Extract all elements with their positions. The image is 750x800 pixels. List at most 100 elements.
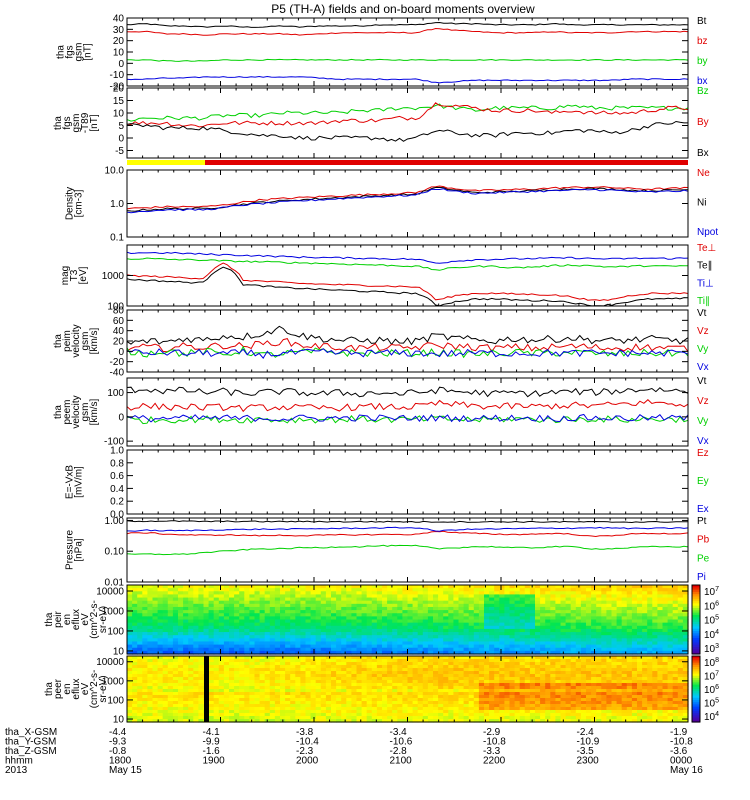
heat-cell — [494, 671, 500, 675]
y-tick-label: -40 — [110, 368, 125, 379]
heat-cell — [570, 600, 577, 605]
heat-cell — [244, 671, 250, 675]
heat-cell — [147, 707, 154, 711]
heat-cell — [412, 616, 419, 621]
heat-cell — [172, 716, 179, 720]
heat-cell — [361, 719, 368, 723]
heat-cell — [234, 671, 240, 675]
heat-cell — [361, 710, 368, 714]
heat-cell — [300, 713, 307, 717]
heat-cell — [550, 603, 556, 608]
heat-cell — [300, 716, 307, 720]
heat-cell — [336, 650, 342, 655]
heat-cell — [315, 622, 322, 627]
heat-cell — [331, 662, 337, 666]
heat-cell — [361, 610, 368, 614]
heat-cell — [315, 716, 322, 720]
heat-cell — [137, 641, 143, 646]
heat-cell — [157, 628, 164, 633]
heat-cell — [366, 594, 373, 599]
heat-cell — [356, 674, 363, 678]
heat-cell — [223, 668, 230, 672]
heat-cell — [631, 588, 638, 592]
y-axis-label: thafgsgsm-T89[nT] — [53, 112, 100, 133]
heat-cell — [305, 650, 312, 655]
heat-cell — [621, 625, 628, 630]
y-tick-label: 0.2 — [110, 497, 124, 508]
heat-cell — [127, 677, 133, 681]
heat-cell — [478, 585, 485, 589]
heat-cell — [524, 632, 531, 636]
heat-cell — [290, 656, 296, 660]
heat-cell — [203, 628, 210, 633]
heat-cell — [162, 701, 169, 705]
heat-cell — [489, 591, 495, 596]
heat-cell — [382, 665, 388, 669]
heat-cell — [178, 686, 184, 690]
heat-cell — [218, 628, 225, 633]
heat-cell — [331, 622, 337, 627]
heat-cell — [234, 656, 240, 660]
heat-cell — [264, 713, 271, 717]
heat-cell — [443, 603, 449, 608]
heat-cell — [254, 665, 261, 669]
heat-cell — [183, 628, 189, 633]
heat-cell — [427, 610, 434, 614]
heat-cell — [672, 635, 679, 639]
heat-cell — [626, 625, 633, 630]
heat-cell — [188, 668, 194, 672]
heat-cell — [244, 594, 250, 599]
heat-cell — [448, 662, 454, 666]
heat-cell — [637, 622, 643, 627]
heat-cell — [152, 659, 159, 663]
heat-cell — [392, 683, 398, 687]
heat-cell — [249, 613, 256, 617]
heat-cell — [325, 594, 332, 599]
heat-cell — [657, 616, 664, 621]
heat-cell — [223, 600, 230, 605]
heat-cell — [438, 698, 444, 702]
y-axis-label-line: tha — [53, 334, 64, 348]
heat-cell — [672, 603, 679, 608]
heat-cell — [473, 650, 480, 655]
heat-cell — [677, 619, 684, 624]
heat-cell — [351, 606, 358, 611]
heat-cell — [438, 638, 444, 643]
mode-bar-fast — [205, 160, 688, 165]
heat-cell — [652, 616, 658, 621]
heat-cell — [341, 656, 347, 660]
heat-cell — [274, 650, 281, 655]
heat-cell — [407, 674, 414, 678]
heat-cell — [606, 588, 613, 592]
heat-cell — [667, 610, 674, 614]
heat-cell — [397, 610, 403, 614]
heat-cell — [484, 616, 490, 621]
legend-Ey: Ey — [697, 476, 709, 487]
heat-cell — [142, 719, 148, 723]
heat-cell — [387, 674, 393, 678]
heat-cell — [239, 632, 245, 636]
heat-cell — [218, 716, 225, 720]
heat-cell — [371, 671, 378, 675]
heat-cell — [132, 647, 138, 652]
heat-cell — [208, 597, 215, 602]
heat-cell — [213, 719, 220, 723]
heat-cell — [193, 588, 199, 592]
heat-cell — [132, 632, 138, 636]
heat-cell — [162, 603, 169, 608]
heat-cell — [453, 716, 460, 720]
heat-cell — [285, 701, 291, 705]
heat-cell — [127, 622, 133, 627]
heat-cell — [580, 606, 587, 611]
heat-cell — [473, 622, 480, 627]
heat-cell — [657, 591, 664, 596]
heat-cell — [407, 641, 414, 646]
heat-cell — [647, 635, 653, 639]
heat-cell — [621, 628, 628, 633]
heat-cell — [463, 638, 470, 643]
heat-cell — [621, 585, 628, 589]
heat-cell — [208, 603, 215, 608]
heat-cell — [433, 613, 439, 617]
heat-cell — [611, 594, 618, 599]
heat-cell — [167, 638, 174, 643]
